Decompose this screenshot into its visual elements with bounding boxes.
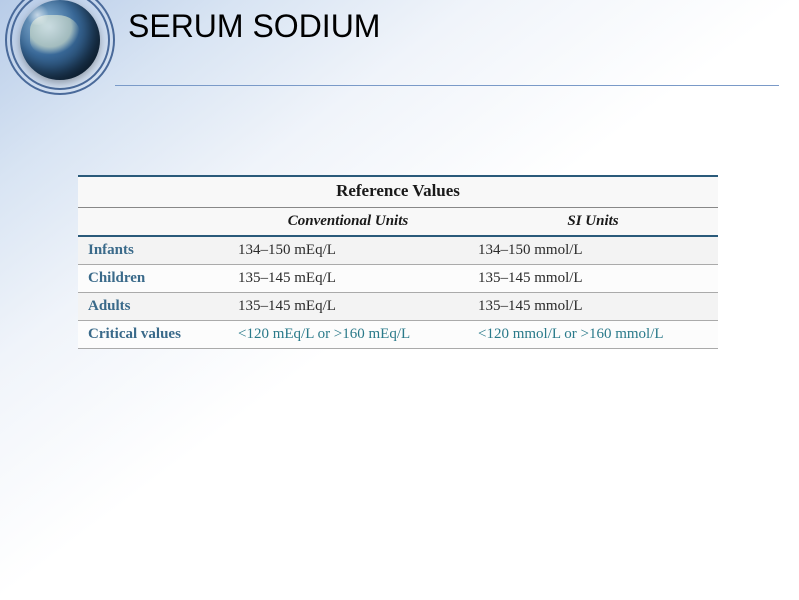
table-row: Infants 134–150 mEq/L 134–150 mmol/L bbox=[78, 237, 718, 265]
row-si: <120 mmol/L or >160 mmol/L bbox=[468, 321, 718, 348]
table-title: Reference Values bbox=[78, 175, 718, 208]
table-row-critical: Critical values <120 mEq/L or >160 mEq/L… bbox=[78, 321, 718, 349]
table-body: Infants 134–150 mEq/L 134–150 mmol/L Chi… bbox=[78, 237, 718, 349]
table-row: Adults 135–145 mEq/L 135–145 mmol/L bbox=[78, 293, 718, 321]
table-header-si: SI Units bbox=[468, 208, 718, 235]
reference-values-table: Reference Values Conventional Units SI U… bbox=[78, 175, 718, 349]
row-label: Infants bbox=[78, 237, 228, 264]
row-conventional: <120 mEq/L or >160 mEq/L bbox=[228, 321, 468, 348]
table-header-conventional: Conventional Units bbox=[228, 208, 468, 235]
globe-decoration bbox=[10, 0, 110, 90]
table-row: Children 135–145 mEq/L 135–145 mmol/L bbox=[78, 265, 718, 293]
row-label: Adults bbox=[78, 293, 228, 320]
row-si: 135–145 mmol/L bbox=[468, 265, 718, 292]
row-conventional: 135–145 mEq/L bbox=[228, 293, 468, 320]
table-header-blank bbox=[78, 208, 228, 235]
row-si: 134–150 mmol/L bbox=[468, 237, 718, 264]
globe-icon bbox=[20, 0, 100, 80]
page-title: SERUM SODIUM bbox=[128, 8, 380, 45]
row-label: Critical values bbox=[78, 321, 228, 348]
row-label: Children bbox=[78, 265, 228, 292]
table-header-row: Conventional Units SI Units bbox=[78, 208, 718, 237]
row-si: 135–145 mmol/L bbox=[468, 293, 718, 320]
row-conventional: 135–145 mEq/L bbox=[228, 265, 468, 292]
row-conventional: 134–150 mEq/L bbox=[228, 237, 468, 264]
title-underline bbox=[115, 85, 779, 86]
